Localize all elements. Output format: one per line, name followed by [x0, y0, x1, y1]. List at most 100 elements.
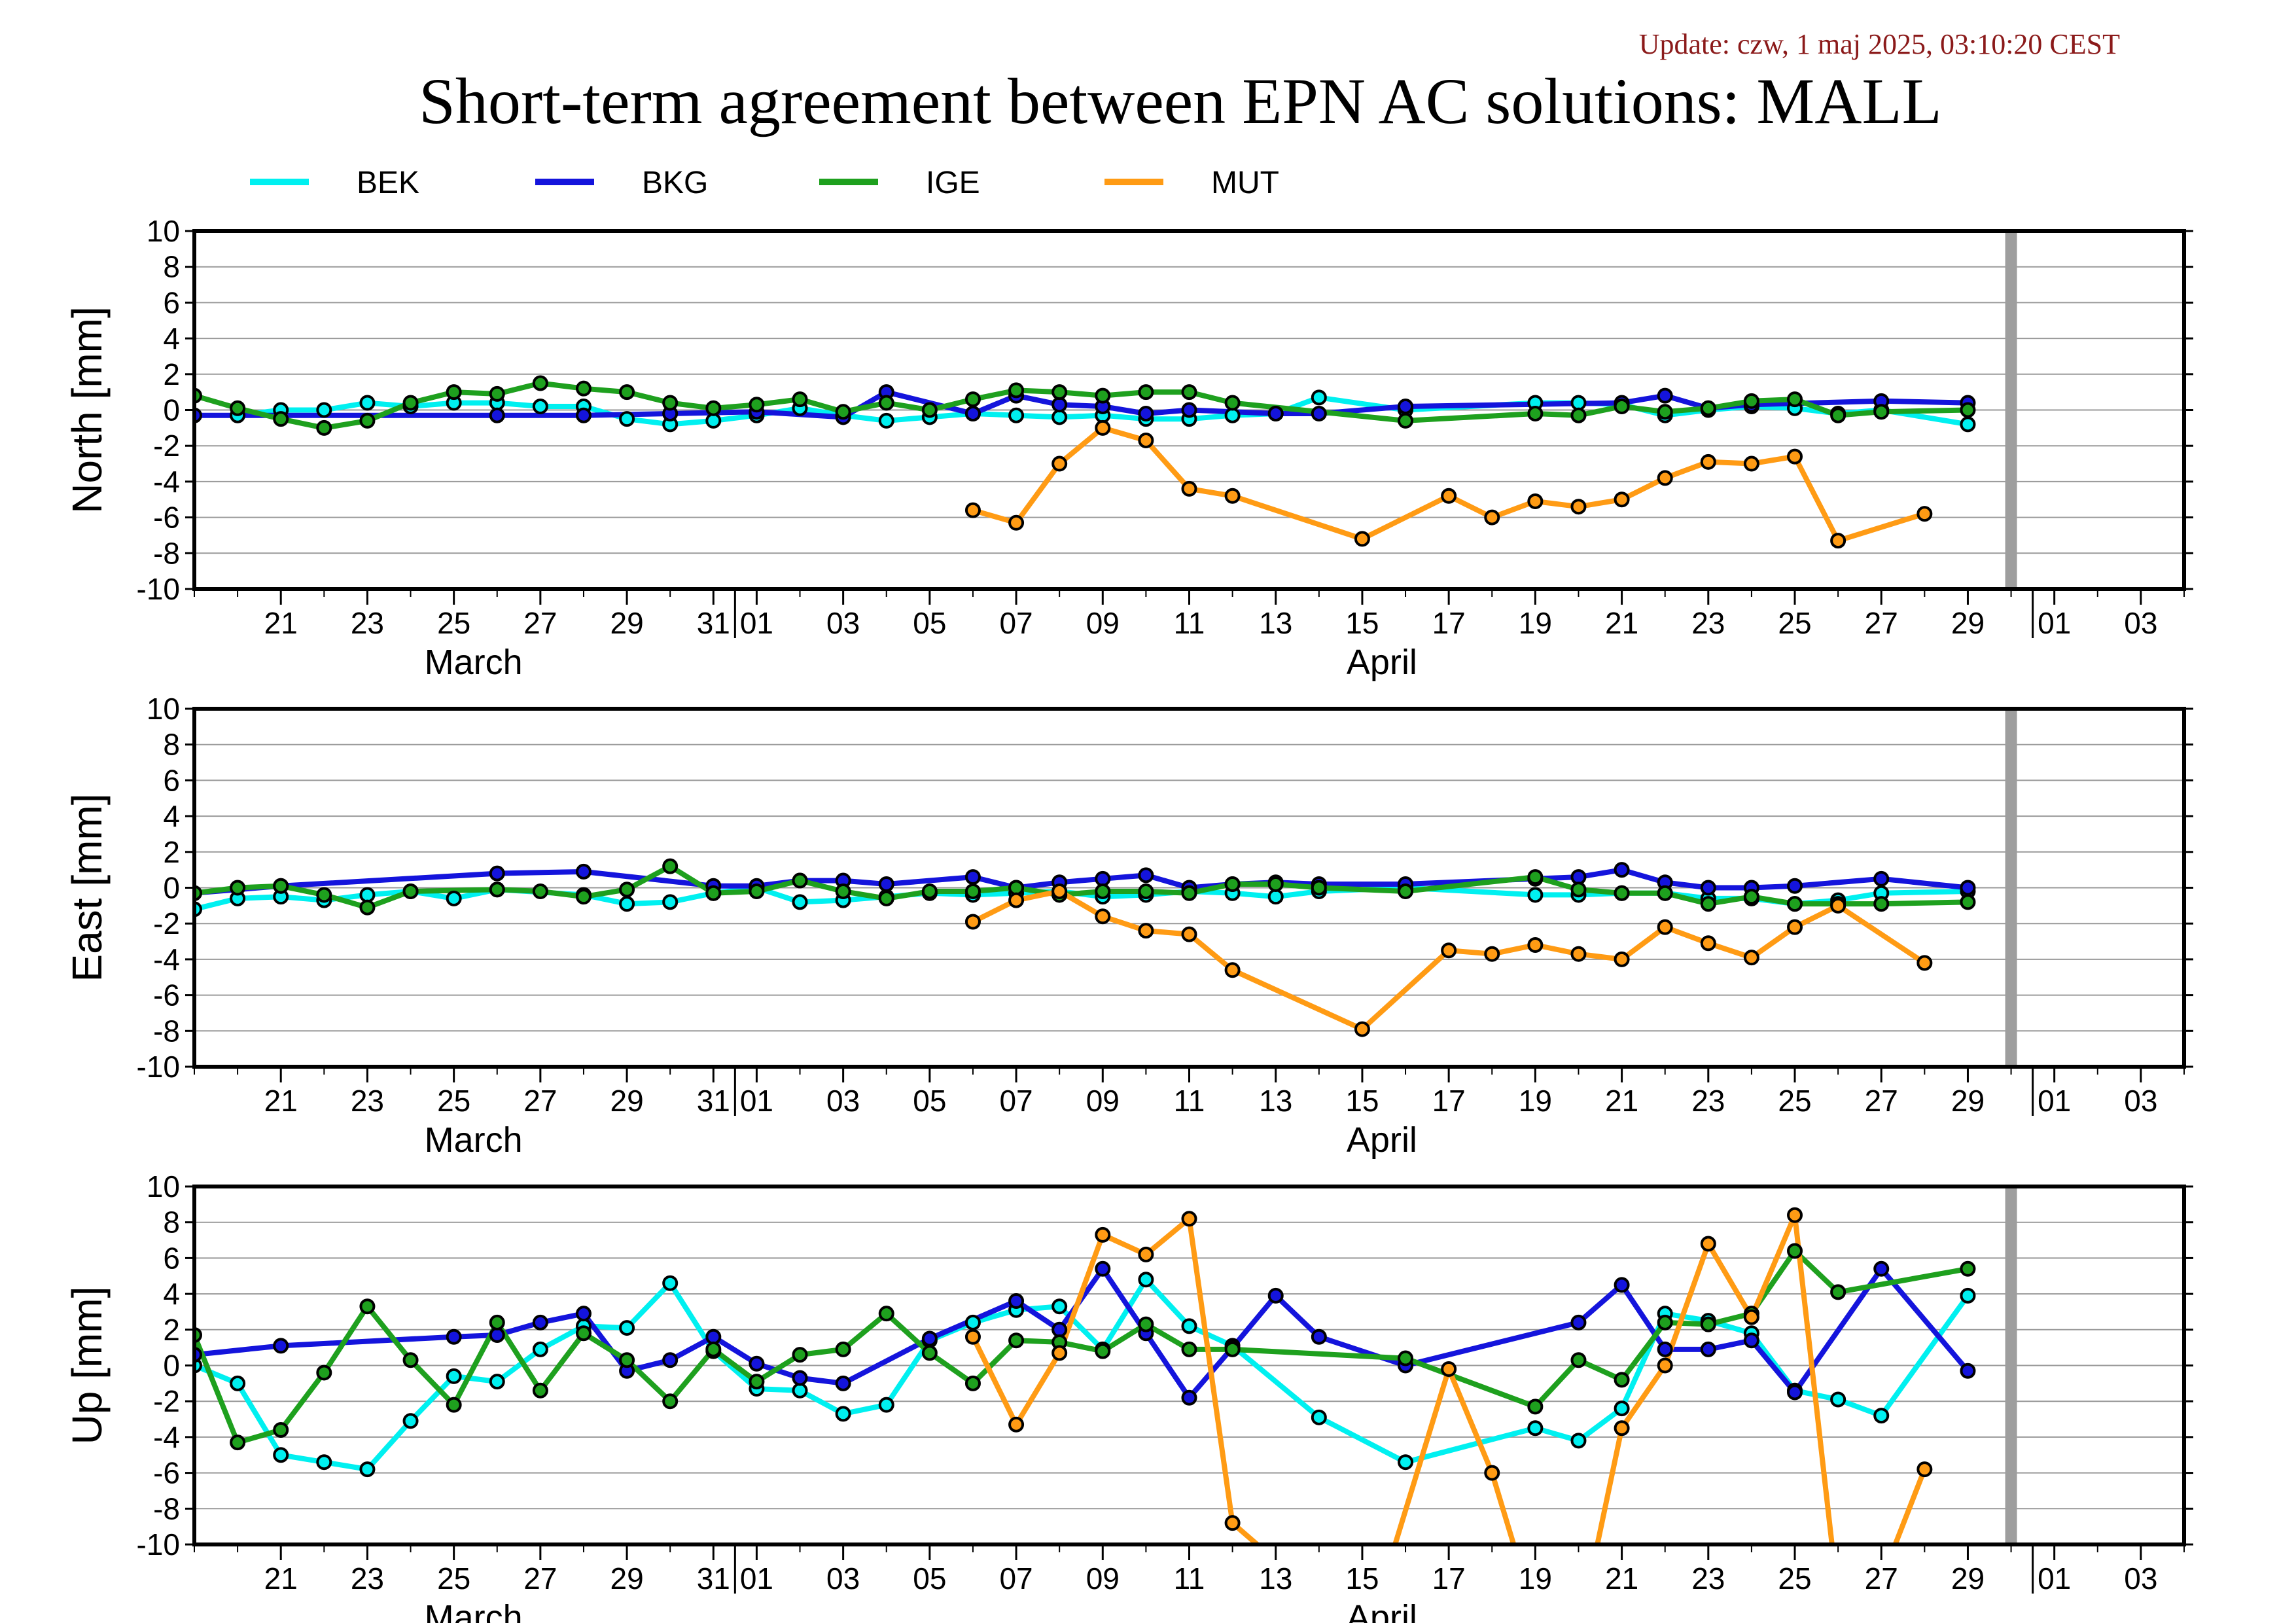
x-tick-label: 13 — [1259, 1084, 1292, 1118]
data-point-bkg — [1181, 1389, 1197, 1406]
data-point-ige — [1700, 400, 1716, 416]
data-point-bek — [446, 890, 462, 906]
data-point-mut — [1527, 493, 1544, 509]
data-point-mut — [1787, 1207, 1803, 1223]
data-point-bek — [1051, 1298, 1068, 1315]
data-point-ige — [273, 878, 289, 894]
data-point-ige — [359, 899, 376, 916]
data-point-bek — [1960, 1287, 1976, 1304]
data-point-bkg — [1960, 1363, 1976, 1379]
data-point-bek — [489, 1374, 505, 1390]
data-point-bek — [662, 1275, 679, 1291]
data-point-mut — [1051, 1345, 1068, 1361]
x-tick-label: 21 — [1605, 1084, 1638, 1118]
data-point-bkg — [575, 407, 592, 423]
y-tick-label: -4 — [153, 1420, 180, 1454]
data-point-bkg — [1311, 405, 1327, 421]
data-point-bek — [273, 1447, 289, 1463]
x-tick-label: 25 — [437, 1561, 470, 1596]
data-point-ige — [792, 391, 808, 408]
x-tick-label: 27 — [523, 1084, 557, 1118]
data-point-ige — [964, 391, 981, 408]
data-point-ige — [1181, 885, 1197, 901]
data-point-ige — [1008, 880, 1025, 896]
data-point-ige — [273, 411, 289, 427]
data-point-ige — [1787, 1243, 1803, 1259]
data-point-mut — [1138, 923, 1154, 939]
data-point-ige — [1138, 883, 1154, 899]
data-point-ige — [1614, 885, 1630, 901]
data-point-bkg — [878, 876, 894, 893]
data-point-ige — [1570, 1352, 1587, 1368]
x-tick-label: 03 — [826, 1561, 860, 1596]
data-point-bek — [964, 1314, 981, 1330]
data-point-mut — [1138, 1246, 1154, 1262]
x-tick-label: 09 — [1086, 1084, 1120, 1118]
x-tick-label: 29 — [610, 1084, 644, 1118]
x-tick-label: 03 — [2124, 606, 2157, 640]
data-point-ige — [1008, 382, 1025, 399]
data-point-ige — [489, 1314, 505, 1330]
data-point-ige — [402, 1352, 419, 1368]
data-point-bkg — [1570, 1314, 1587, 1330]
data-point-ige — [1830, 407, 1846, 423]
y-tick-label: 0 — [163, 871, 180, 905]
data-point-ige — [1787, 391, 1803, 408]
x-tick-label: 19 — [1519, 1084, 1552, 1118]
data-point-bkg — [1311, 1329, 1327, 1345]
y-tick-label: -6 — [153, 1456, 180, 1490]
y-tick-label: -2 — [153, 1384, 180, 1418]
data-point-bek — [230, 1375, 246, 1391]
data-point-mut — [1700, 1236, 1716, 1252]
current-day-marker — [2005, 231, 2017, 589]
data-point-ige — [792, 872, 808, 889]
data-point-bkg — [1614, 862, 1630, 878]
data-point-mut — [1743, 1309, 1759, 1325]
data-point-mut — [964, 914, 981, 930]
x-tick-label: 01 — [2038, 1084, 2071, 1118]
data-point-mut — [1614, 951, 1630, 967]
plot-frame — [192, 229, 2186, 591]
x-tick-label: 03 — [826, 1084, 860, 1118]
data-point-bek — [1614, 1400, 1630, 1417]
data-point-bek — [1873, 1408, 1890, 1424]
data-point-ige — [316, 419, 332, 436]
data-point-ige — [1224, 876, 1241, 893]
series-group — [194, 1207, 1976, 1544]
data-point-ige — [1787, 896, 1803, 912]
data-point-bek — [662, 894, 679, 910]
data-point-ige — [1267, 876, 1284, 893]
data-point-ige — [1398, 883, 1414, 899]
x-tick-label: 17 — [1432, 1561, 1466, 1596]
data-point-ige — [619, 384, 635, 401]
x-tick-label: 07 — [999, 1084, 1033, 1118]
data-point-ige — [1960, 1260, 1976, 1277]
y-tick-label: 6 — [163, 763, 180, 797]
data-point-mut — [1181, 926, 1197, 942]
data-point-ige — [964, 883, 981, 899]
y-tick-label: -10 — [137, 1050, 180, 1084]
data-point-bkg — [1787, 878, 1803, 894]
data-point-bkg — [1657, 1341, 1673, 1357]
data-point-mut — [1008, 514, 1025, 531]
data-point-bkg — [575, 1306, 592, 1322]
data-point-mut — [1787, 919, 1803, 935]
data-point-mut — [1787, 448, 1803, 465]
data-point-bkg — [489, 1327, 505, 1344]
data-point-ige — [1657, 885, 1673, 901]
data-point-mut — [1484, 1465, 1500, 1481]
x-tick-label: 25 — [437, 606, 470, 640]
data-point-bkg — [749, 1355, 765, 1372]
x-tick-label: 27 — [1865, 1084, 1898, 1118]
y-tick-label: 4 — [163, 1277, 180, 1311]
data-point-bek — [619, 896, 635, 912]
data-point-mut — [1830, 533, 1846, 549]
data-point-bkg — [1657, 387, 1673, 404]
data-point-ige — [1743, 393, 1759, 409]
data-point-mut — [1181, 480, 1197, 497]
plot-frame — [192, 707, 2186, 1069]
y-tick-label: -6 — [153, 978, 180, 1012]
data-point-ige — [1830, 1284, 1846, 1300]
data-point-bkg — [1095, 870, 1111, 887]
data-point-mut — [1354, 531, 1370, 547]
